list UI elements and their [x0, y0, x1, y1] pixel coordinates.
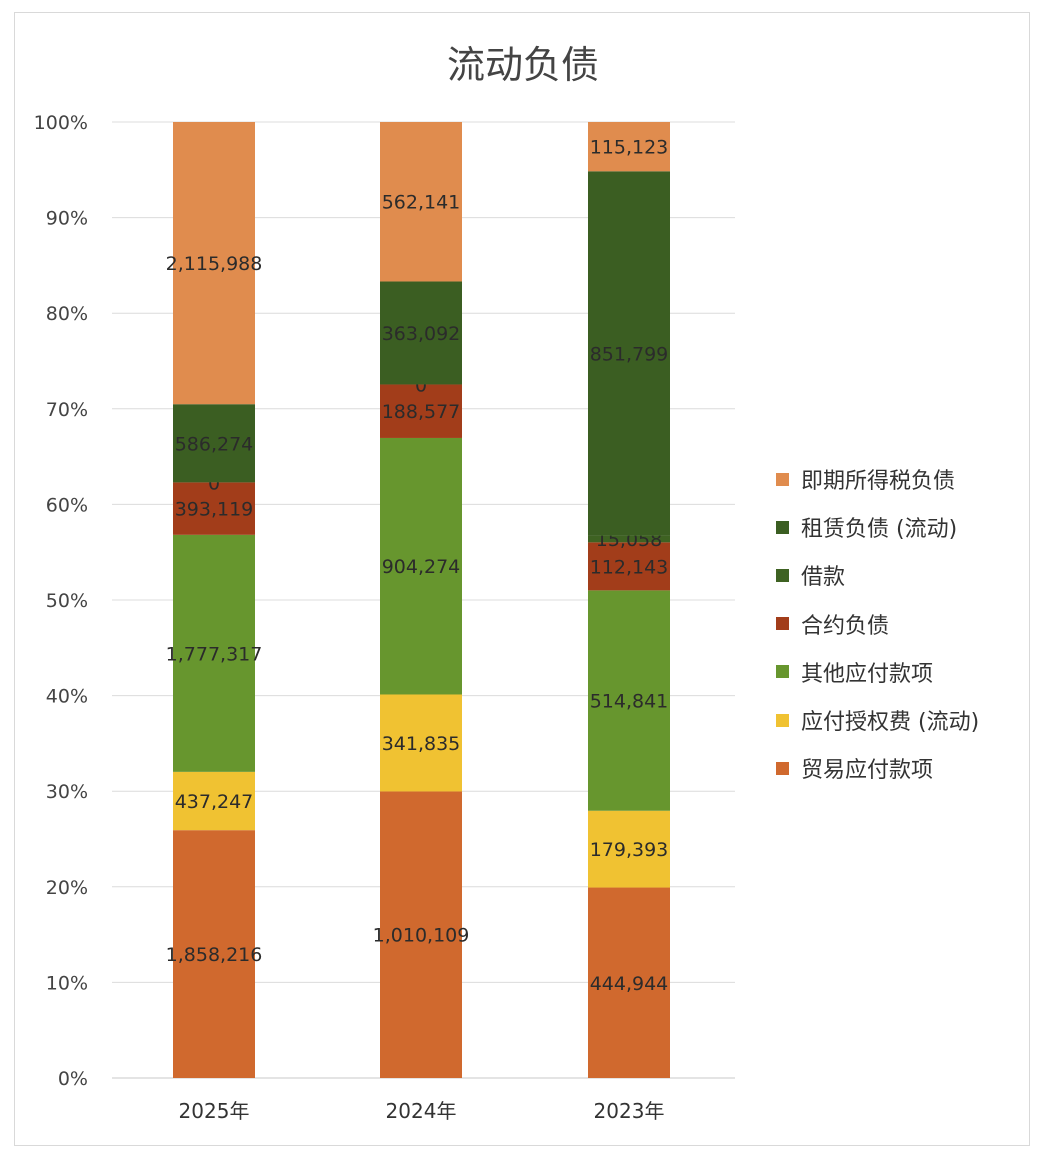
legend-label: 其他应付款项 [801, 661, 934, 687]
legend-swatch [776, 520, 789, 534]
bar-segment [588, 542, 670, 591]
y-tick-label: 50% [46, 590, 88, 612]
bar-segment [173, 771, 255, 831]
data-label: 115,123 [590, 137, 669, 159]
y-tick-label: 20% [46, 877, 88, 899]
y-tick-label: 100% [34, 112, 88, 134]
legend-swatch [776, 472, 789, 486]
data-label: 514,841 [590, 691, 669, 713]
bar-segment [173, 404, 255, 483]
y-tick-label: 40% [46, 686, 88, 708]
chart-legend: 即期所得税负债 租赁负债 (流动) 借款合约负债其他应付款项应付授权费 (流动) 贸易… [776, 455, 979, 792]
bar-segment [380, 791, 462, 1078]
data-label: 1,858,216 [166, 944, 263, 966]
legend-item: 租赁负债 (流动) [776, 503, 979, 551]
bar-segment [588, 171, 670, 536]
y-tick-label: 70% [46, 399, 88, 421]
data-label: 2,115,988 [166, 253, 263, 275]
bar-segment [173, 534, 255, 772]
bar-segment [588, 887, 670, 1078]
y-tick-label: 60% [46, 494, 88, 516]
data-label: 444,944 [590, 973, 669, 995]
y-tick-label: 30% [46, 781, 88, 803]
y-tick-label: 90% [46, 208, 88, 230]
data-label: 586,274 [175, 433, 254, 455]
legend-item: 借款 [776, 551, 979, 599]
bar-segment [173, 830, 255, 1078]
legend-swatch [776, 568, 789, 582]
data-label: 112,143 [590, 556, 669, 578]
legend-label: 合约负债 [801, 613, 890, 639]
data-label: 341,835 [382, 733, 461, 755]
bar-segment [588, 810, 670, 888]
y-tick-label: 0% [58, 1068, 88, 1090]
data-label: 363,092 [382, 323, 461, 345]
bar-segment [588, 590, 670, 811]
legend-label: 租赁负债 (流动) [801, 517, 958, 543]
y-tick-label: 10% [46, 972, 88, 994]
data-label: 562,141 [382, 192, 461, 214]
data-label: 851,799 [590, 344, 669, 366]
legend-label: 应付授权费 (流动) [801, 710, 980, 736]
legend-label: 即期所得税负债 [801, 469, 956, 495]
bar-segment [173, 482, 255, 535]
legend-item: 即期所得税负债 [776, 455, 979, 503]
legend-item: 合约负债 [776, 600, 979, 648]
legend-swatch [776, 665, 789, 679]
data-label: 393,119 [175, 499, 254, 521]
data-label: 1,010,109 [373, 925, 470, 947]
x-tick-label: 2023年 [594, 1099, 665, 1123]
data-label: 188,577 [382, 401, 461, 423]
data-label: 437,247 [175, 791, 254, 813]
chart-title: 流动负债 [446, 43, 599, 87]
data-label: 904,274 [382, 556, 461, 578]
legend-swatch [776, 761, 789, 775]
data-label: 179,393 [590, 839, 669, 861]
y-tick-label: 80% [46, 303, 88, 325]
legend-item: 应付授权费 (流动) [776, 696, 979, 744]
bar-segment [380, 122, 462, 282]
legend-swatch [776, 617, 789, 631]
legend-item: 其他应付款项 [776, 648, 979, 696]
bar-segment [380, 437, 462, 695]
x-tick-label: 2025年 [179, 1099, 250, 1123]
bar-segment [380, 694, 462, 792]
bar-segment [173, 122, 255, 405]
bar-segment [380, 281, 462, 385]
bar-segment [380, 384, 462, 438]
legend-label: 贸易应付款项 [801, 758, 934, 784]
legend-item: 贸易应付款项 [776, 744, 979, 792]
legend-label: 借款 [801, 565, 846, 591]
bar-segment [588, 535, 670, 543]
x-tick-label: 2024年 [386, 1099, 457, 1123]
legend-swatch [776, 713, 789, 727]
bar-segment [588, 122, 670, 172]
data-label: 1,777,317 [166, 643, 263, 665]
